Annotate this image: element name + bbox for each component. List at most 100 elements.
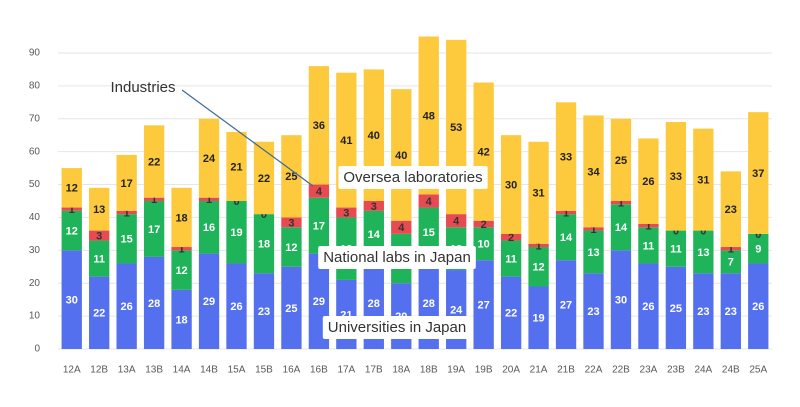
value-label: 34 — [587, 166, 600, 178]
bar-segment — [391, 220, 412, 234]
bar-segment — [253, 273, 275, 349]
value-label: 4 — [316, 186, 323, 198]
bar-segment — [89, 240, 110, 277]
value-label: 3 — [371, 201, 377, 213]
legend-item: National labs in Japan — [318, 245, 476, 269]
bar-segment — [281, 266, 302, 349]
x-tick-label: 14A — [173, 365, 191, 376]
y-tick-label: 80 — [29, 80, 41, 91]
y-tick-label: 20 — [29, 278, 41, 289]
x-tick-label: 21B — [557, 365, 575, 376]
bar-segment — [281, 135, 302, 218]
bar-segment — [473, 220, 494, 228]
legend-label: Oversea laboratories — [343, 169, 482, 186]
x-tick-label: 17A — [337, 365, 355, 376]
value-label: 22 — [258, 173, 270, 185]
value-label: 31 — [532, 188, 544, 200]
value-label: 0 — [261, 209, 267, 221]
value-label: 26 — [642, 176, 654, 188]
value-label: 29 — [203, 296, 215, 308]
x-tick-label: 17B — [365, 365, 383, 376]
bar-segment — [89, 230, 110, 241]
bar-segment — [116, 154, 137, 211]
value-label: 1 — [536, 240, 542, 252]
bar-segment — [143, 125, 165, 198]
value-label: 37 — [752, 168, 764, 180]
value-label: 25 — [615, 155, 627, 167]
bar-segment — [226, 263, 247, 349]
bar-segment — [638, 138, 659, 224]
value-label: 15 — [423, 227, 435, 239]
value-label: 42 — [478, 147, 490, 159]
bar-segment — [171, 250, 192, 290]
value-label: 21 — [230, 161, 242, 173]
bar-segment — [281, 217, 302, 228]
bar-segment — [473, 260, 494, 349]
value-label: 1 — [206, 194, 212, 206]
value-label: 17 — [148, 224, 160, 236]
bar-segment — [665, 230, 687, 267]
x-tick-label: 12A — [63, 365, 81, 376]
y-tick-label: 50 — [29, 179, 41, 190]
legend-box — [322, 315, 472, 339]
value-label: 1 — [179, 244, 185, 256]
bar-segment — [720, 273, 741, 349]
value-label: 12 — [532, 262, 544, 274]
value-label: 40 — [368, 130, 380, 142]
x-tick-label: 23A — [640, 365, 658, 376]
value-label: 4 — [426, 196, 433, 208]
bar-segment — [720, 247, 741, 251]
bar-segment — [418, 194, 439, 208]
value-label: 0 — [673, 225, 679, 237]
value-label: 1 — [590, 224, 596, 236]
value-label: 11 — [643, 240, 655, 252]
bar-segment — [61, 250, 82, 349]
legend-label: Universities in Japan — [328, 319, 466, 336]
bar-segment — [446, 214, 467, 228]
bar-segment — [198, 118, 220, 198]
value-label: 11 — [93, 253, 105, 265]
value-label: 25 — [670, 303, 682, 315]
legend-item: Industries — [110, 79, 314, 187]
value-label: 1 — [645, 221, 651, 233]
y-tick-label: 60 — [29, 146, 41, 157]
bar-segment — [583, 227, 604, 231]
x-tick-label: 24A — [694, 365, 712, 376]
bar-segment — [665, 266, 687, 349]
value-label: 2 — [481, 219, 487, 231]
value-label: 12 — [175, 265, 187, 277]
value-label: 25 — [285, 303, 297, 315]
value-label: 0 — [233, 196, 239, 208]
bar-segment — [748, 112, 769, 234]
value-label: 24 — [203, 153, 216, 165]
x-tick-label: 16B — [310, 365, 328, 376]
bar-segment — [281, 227, 302, 267]
value-label: 1 — [69, 204, 75, 216]
bar-segment — [198, 253, 220, 349]
value-label: 23 — [258, 306, 270, 318]
bar-segment — [363, 200, 384, 211]
value-label: 22 — [148, 156, 160, 168]
value-label: 12 — [66, 183, 78, 195]
value-label: 23 — [725, 306, 737, 318]
x-tick-label: 22B — [612, 365, 630, 376]
value-label: 18 — [175, 212, 187, 224]
x-tick-label: 18B — [420, 365, 438, 376]
bar-segment — [198, 197, 220, 201]
value-label: 18 — [258, 239, 270, 251]
legend-label: Industries — [110, 79, 175, 96]
bar-segment — [528, 243, 549, 248]
value-label: 22 — [93, 308, 105, 320]
bar-segment — [665, 122, 687, 231]
value-label: 41 — [340, 135, 352, 147]
value-label: 25 — [285, 171, 297, 183]
bar-segment — [555, 260, 577, 349]
bar-segment — [720, 250, 741, 274]
value-label: 16 — [203, 222, 215, 234]
value-label: 17 — [121, 178, 133, 190]
x-tick-label: 18A — [392, 365, 410, 376]
value-label: 48 — [423, 110, 435, 122]
bar-segment — [89, 187, 110, 231]
bar-segment — [143, 256, 165, 349]
